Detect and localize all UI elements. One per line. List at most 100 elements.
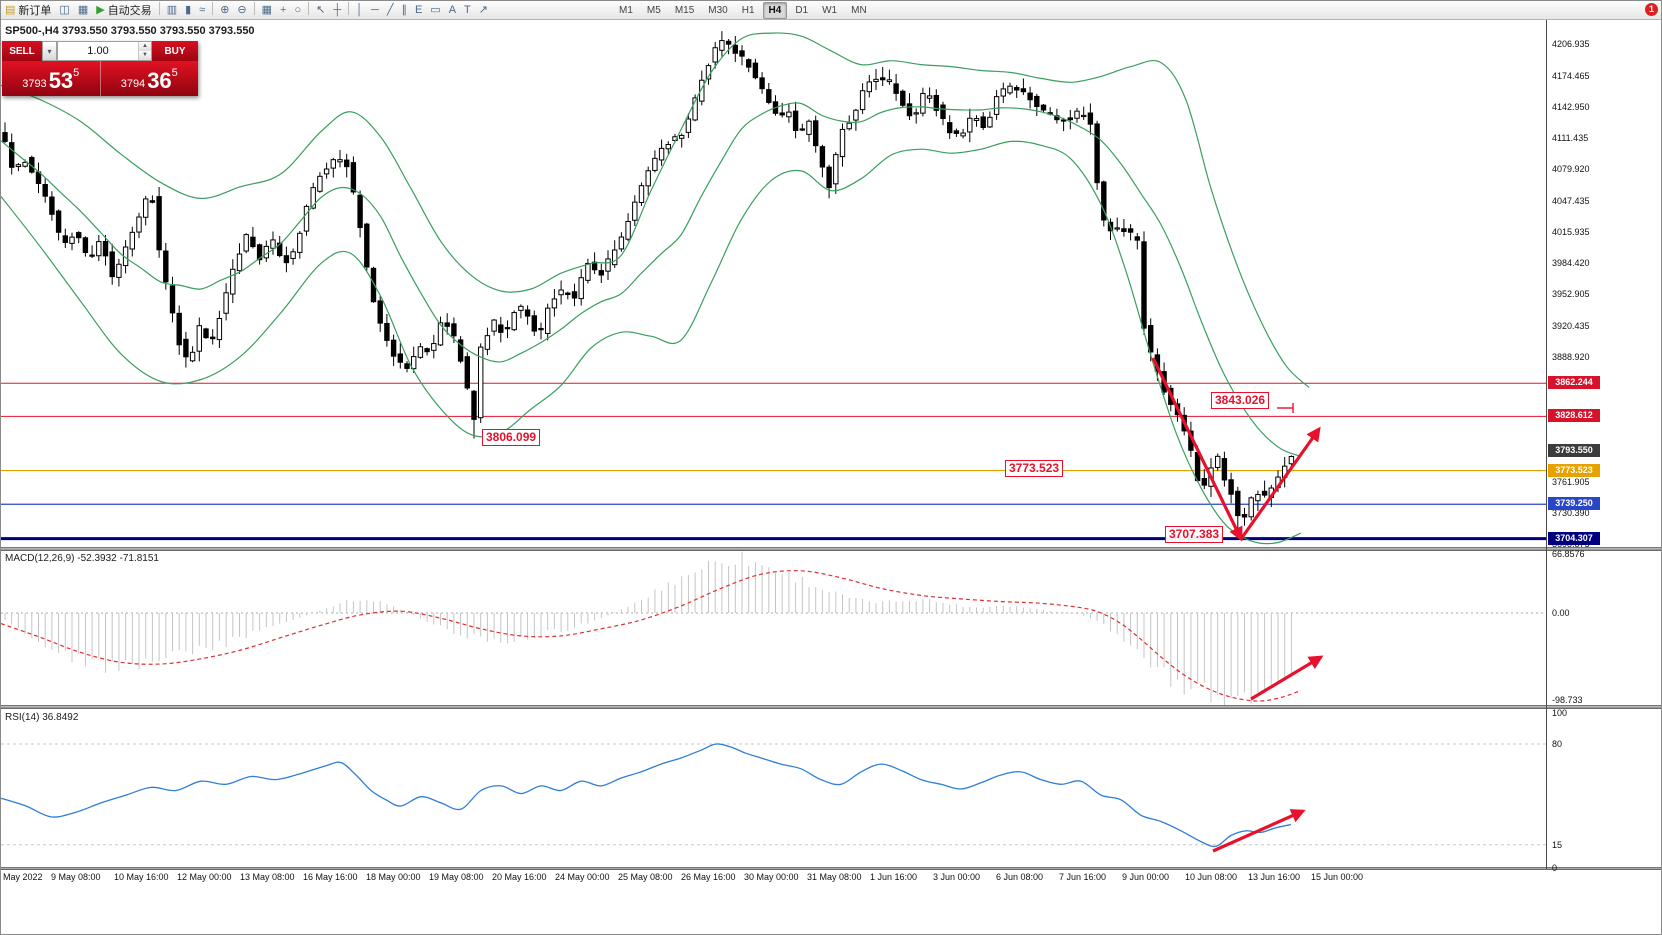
timeframe-d1[interactable]: D1 <box>795 4 809 16</box>
price-axis-label: 3888.920 <box>1552 351 1590 362</box>
elliott-button[interactable]: E <box>411 2 426 18</box>
time-axis-label: 10 Jun 08:00 <box>1185 872 1238 882</box>
toolbar-separator <box>212 2 214 15</box>
time-axis-label: 24 May 00:00 <box>555 872 610 882</box>
volume-stepper[interactable]: ▲ ▼ <box>138 42 151 60</box>
timeframe-m1[interactable]: M1 <box>619 4 633 16</box>
periods-icon: ○ <box>294 4 302 16</box>
price-axis-badge: 3828.612 <box>1548 409 1600 423</box>
channel-button[interactable]: ∥ <box>397 2 411 18</box>
crosshair-button[interactable]: ┼ <box>329 2 345 18</box>
toolbar-tools-group: ▥ ▮ ≈ ⊕ ⊖ ▦ + ○ ↖ ┼ │ ─ ╱ ∥ E ▭ A T ↗ <box>156 2 492 18</box>
price-axis-badge: 3704.307 <box>1548 531 1600 545</box>
zoom-in-icon: ⊕ <box>220 4 230 16</box>
new-order-label: 新订单 <box>18 5 52 17</box>
timeframe-m30[interactable]: M30 <box>708 4 728 16</box>
timeframe-m5[interactable]: M5 <box>646 4 661 16</box>
price-axis-badge: 3739.250 <box>1548 497 1600 511</box>
chevron-down-icon: ▾ <box>47 46 52 56</box>
timeframe-h1[interactable]: H1 <box>741 4 755 16</box>
timeframe-w1[interactable]: W1 <box>822 4 838 16</box>
chart-title: SP500-,H4 3793.550 3793.550 3793.550 379… <box>5 25 255 37</box>
crosshair-icon: ┼ <box>333 4 342 16</box>
toolbar-left-group: ▤ 新订单 ◫ ▦ ▶ 自动交易 <box>1 2 156 18</box>
price-axis-label: 4142.950 <box>1552 101 1590 112</box>
profiles-button[interactable]: ▦ <box>74 2 92 18</box>
time-axis-label: 10 May 16:00 <box>114 872 169 882</box>
price-annotation[interactable]: 3806.099 <box>482 429 541 446</box>
time-axis-label: 13 May 08:00 <box>240 872 295 882</box>
tile-windows-button[interactable]: ▦ <box>258 2 276 18</box>
time-axis-label: 19 May 08:00 <box>429 872 484 882</box>
chart-window-button[interactable]: ◫ <box>55 2 73 18</box>
time-axis-label: 25 May 08:00 <box>618 872 673 882</box>
time-axis-border <box>1 867 1661 870</box>
arrow-object-icon: ↗ <box>478 4 488 16</box>
volume-input[interactable]: 1.00 ▲ ▼ <box>57 41 152 61</box>
cursor-button[interactable]: ↖ <box>312 2 329 18</box>
sell-price-display[interactable]: 3793 53 5 <box>2 61 101 96</box>
new-order-icon: ▤ <box>5 4 16 16</box>
auto-trading-button[interactable]: ▶ 自动交易 <box>92 2 155 18</box>
line-chart-button[interactable]: ≈ <box>195 2 209 18</box>
timeframe-group: M1 M5 M15 M30 H1 H4 D1 W1 MN <box>612 1 874 19</box>
rsi-axis-label: 80 <box>1552 739 1563 749</box>
price-axis-label: 3761.905 <box>1552 476 1590 487</box>
vertical-line-button[interactable]: │ <box>352 2 367 18</box>
time-axis-label: 30 May 00:00 <box>744 872 799 882</box>
toolbar-separator <box>253 2 255 15</box>
line-chart-icon: ≈ <box>199 4 206 16</box>
zoom-out-button[interactable]: ⊖ <box>233 2 250 18</box>
toolbar-separator <box>348 2 350 15</box>
macd-axis-label: 66.8576 <box>1552 549 1585 560</box>
sell-button[interactable]: SELL <box>2 41 42 61</box>
time-axis-label: 13 Jun 16:00 <box>1248 872 1301 882</box>
rsi-axis-label: 100 <box>1552 708 1568 718</box>
timeframe-mn[interactable]: MN <box>851 4 867 16</box>
horizontal-line-button[interactable]: ─ <box>367 2 383 18</box>
candles-chart-button[interactable]: ▮ <box>181 2 195 18</box>
trendline-button[interactable]: ╱ <box>383 2 398 18</box>
time-axis-label: 18 May 00:00 <box>366 872 421 882</box>
text-button[interactable]: A <box>445 2 460 18</box>
price-axis-border <box>1546 19 1547 869</box>
new-order-button[interactable]: ▤ 新订单 <box>1 2 55 18</box>
label-icon: T <box>464 4 471 16</box>
buy-price-pip: 5 <box>171 67 178 79</box>
periods-button[interactable]: ○ <box>290 2 305 18</box>
buy-button[interactable]: BUY <box>152 41 198 61</box>
buy-price-display[interactable]: 3794 36 5 <box>100 61 198 96</box>
price-annotation[interactable]: 3773.523 <box>1005 460 1064 477</box>
cursor-icon: ↖ <box>316 4 326 16</box>
zoom-in-button[interactable]: ⊕ <box>216 2 233 18</box>
time-axis-label: 15 Jun 00:00 <box>1311 872 1364 882</box>
price-annotation[interactable]: 3707.383 <box>1165 526 1224 543</box>
price-axis-label: 4047.435 <box>1552 195 1590 206</box>
sell-price-int: 3793 <box>22 78 47 90</box>
arrow-object-button[interactable]: ↗ <box>475 2 492 18</box>
order-type-dropdown[interactable]: ▾ <box>42 41 57 61</box>
shapes-button[interactable]: ▭ <box>426 2 444 18</box>
price-annotation[interactable]: 3843.026 <box>1211 392 1270 409</box>
horizontal-line-icon: ─ <box>371 4 379 16</box>
time-axis-label: 9 Jun 00:00 <box>1122 872 1170 882</box>
stepper-up-icon[interactable]: ▲ <box>139 42 151 51</box>
time-axis-label: 1 Jun 16:00 <box>870 872 918 882</box>
bars-chart-button[interactable]: ▥ <box>163 2 181 18</box>
indicators-button[interactable]: + <box>276 2 290 18</box>
timeframe-h4[interactable]: H4 <box>762 1 788 19</box>
timeframe-m15[interactable]: M15 <box>674 4 695 16</box>
label-button[interactable]: T <box>460 2 475 18</box>
time-axis-label: 6 Jun 08:00 <box>996 872 1044 882</box>
time-axis-label: 9 May 08:00 <box>51 872 101 882</box>
elliott-icon: E <box>414 4 423 16</box>
time-axis-label: 26 May 16:00 <box>681 872 736 882</box>
price-axis-label: 4079.920 <box>1552 164 1590 174</box>
macd-panel-label: MACD(12,26,9) -52.3932 -71.8151 <box>5 553 159 564</box>
panel-separator[interactable] <box>1 705 1661 709</box>
stepper-down-icon[interactable]: ▼ <box>139 51 151 60</box>
notification-badge[interactable]: 1 <box>1645 3 1658 16</box>
panel-separator[interactable] <box>1 547 1661 551</box>
